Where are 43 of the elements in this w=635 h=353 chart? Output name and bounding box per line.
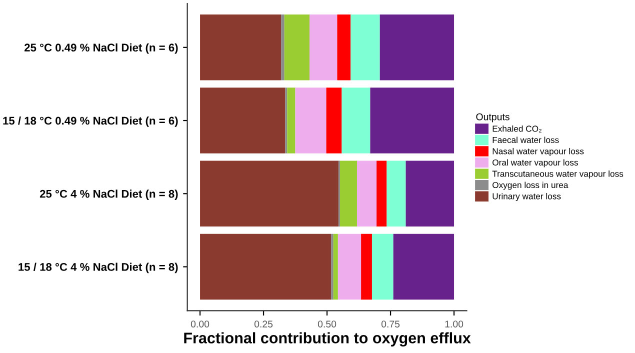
bar xyxy=(281,14,284,80)
x-tick-label: 0.25 xyxy=(254,320,273,328)
legend-label: Urinary water loss xyxy=(492,192,561,202)
y-tick-label: 15 / 18 °C 0.49 % NaCl Diet (n = 6) xyxy=(3,116,178,127)
x-axis-title: Fractional contribution to oxygen efflux xyxy=(184,332,471,347)
bar xyxy=(361,234,372,300)
legend-label: Faecal water loss xyxy=(492,136,559,144)
bar xyxy=(295,88,326,154)
y-tick-label: 15 / 18 °C 4 % NaCl Diet (n = 8) xyxy=(18,262,178,274)
bar xyxy=(342,88,370,154)
bar xyxy=(340,160,357,227)
y-tick-label: 25 °C 0.49 % NaCl Diet (n = 6) xyxy=(24,43,178,54)
bar xyxy=(326,88,342,154)
legend-label: Oxygen loss in urea xyxy=(492,182,568,190)
legend-label: Exhaled CO₂ xyxy=(492,125,542,132)
bar xyxy=(350,14,380,80)
bar xyxy=(376,160,387,227)
bar xyxy=(370,88,454,154)
bar xyxy=(200,160,338,227)
legend-label: Oral water vapour loss xyxy=(492,159,578,168)
bar xyxy=(200,234,332,300)
bar xyxy=(356,160,377,227)
bar xyxy=(372,234,394,300)
x-tick-label: 0.50 xyxy=(318,320,336,328)
bar xyxy=(200,14,282,80)
legend-label: Nasal water vapour loss xyxy=(492,148,584,156)
bar xyxy=(287,88,296,154)
x-tick-label: 1.00 xyxy=(445,320,464,328)
bar xyxy=(333,234,338,300)
bar xyxy=(338,234,362,300)
x-tick-label: 0.75 xyxy=(381,320,400,328)
y-tick-label: 25 °C 4 % NaCl Diet (n = 8) xyxy=(40,190,178,200)
x-tick-label: 0.00 xyxy=(190,320,210,328)
bar xyxy=(406,160,454,227)
legend-label: Transcutaneous water vapour loss xyxy=(492,170,624,179)
bar xyxy=(386,160,406,227)
bar xyxy=(200,88,286,154)
bar xyxy=(337,14,351,80)
bar xyxy=(310,14,338,80)
bar xyxy=(380,14,454,80)
bar xyxy=(393,234,454,300)
legend-title: Outputs xyxy=(476,113,510,122)
bar xyxy=(284,14,310,80)
